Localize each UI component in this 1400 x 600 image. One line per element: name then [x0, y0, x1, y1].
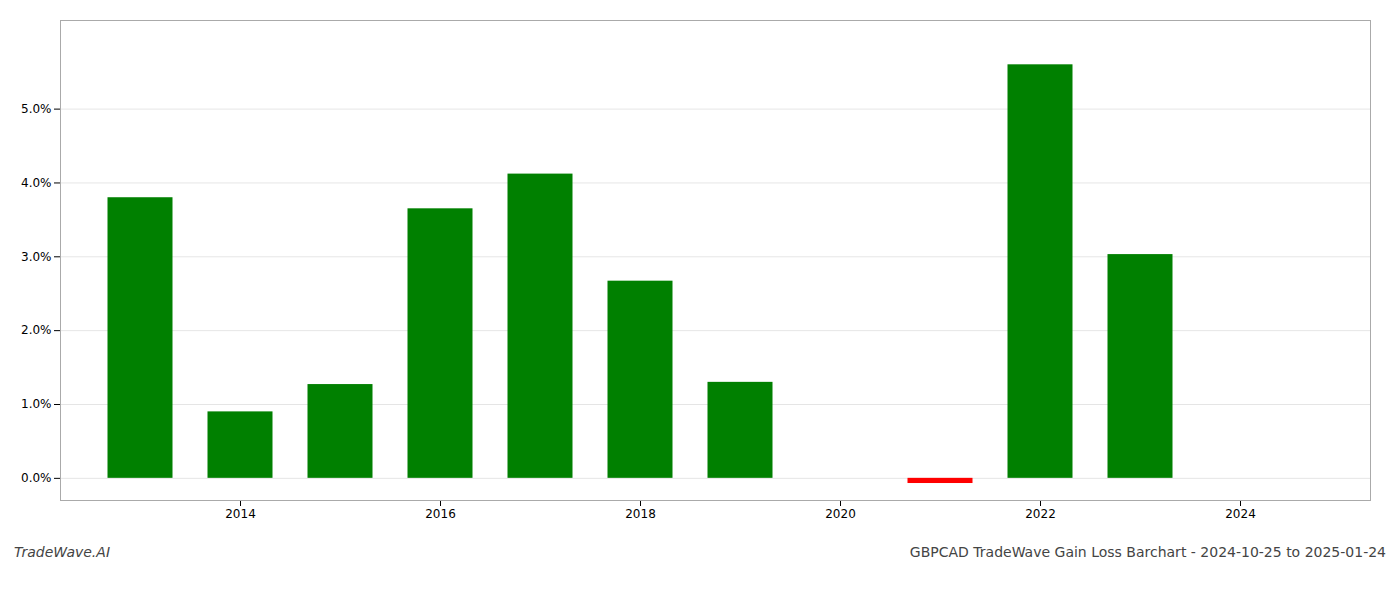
html-text:GBPCAD TradeWave Gain Loss Bar: GBPCAD TradeWave Gain Loss Barchart - 20… — [909, 544, 1386, 560]
html-text:TradeWave.AI: TradeWave.AI — [14, 544, 110, 560]
svg-text:5.0%: 5.0% — [21, 102, 52, 116]
svg-text:2016: 2016 — [425, 507, 456, 521]
svg-text:2024: 2024 — [1225, 507, 1256, 521]
svg-text:4.0%: 4.0% — [21, 176, 52, 190]
svg-text:2020: 2020 — [825, 507, 856, 521]
svg-text:3.0%: 3.0% — [21, 250, 52, 264]
svg-text:2018: 2018 — [625, 507, 656, 521]
svg-text:0.0%: 0.0% — [21, 471, 52, 485]
svg-text:2022: 2022 — [1025, 507, 1056, 521]
svg-text:1.0%: 1.0% — [21, 397, 52, 411]
svg-text:2014: 2014 — [225, 507, 256, 521]
svg-text:2.0%: 2.0% — [21, 323, 52, 337]
